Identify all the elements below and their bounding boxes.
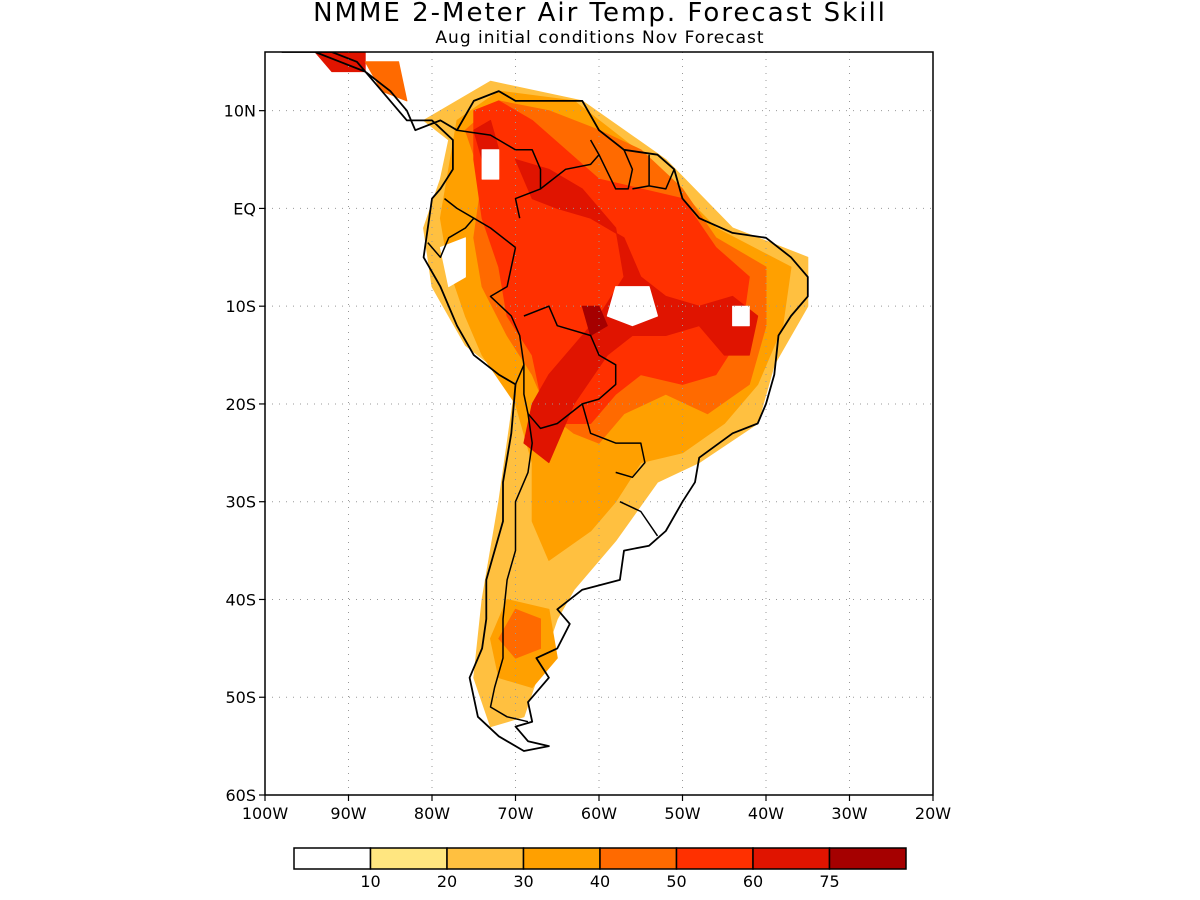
lon-tick-label: 100W — [242, 804, 289, 823]
lat-tick-label: 20S — [225, 395, 256, 414]
colorbar-label: 20 — [437, 872, 457, 891]
lon-tick-label: 90W — [330, 804, 366, 823]
lat-tick-label: 40S — [225, 590, 256, 609]
country-border — [581, 403, 646, 479]
colorbar-label: 10 — [360, 872, 380, 891]
colorbar-swatch — [522, 847, 601, 870]
colorbar-swatch — [599, 847, 678, 870]
country-border — [648, 169, 675, 190]
lat-tick-label: 10N — [224, 102, 256, 121]
lon-tick-label: 70W — [497, 804, 533, 823]
colorbar-label: 60 — [743, 872, 763, 891]
lon-tick-label: 30W — [831, 804, 867, 823]
lat-tick-label: 60S — [225, 786, 256, 805]
colorbar-swatch — [369, 847, 448, 870]
colorbar-swatch — [675, 847, 754, 870]
skill-region-level-0 — [439, 237, 466, 288]
lon-tick-label: 60W — [581, 804, 617, 823]
country-border — [540, 139, 600, 190]
country-border — [523, 305, 617, 430]
axis-ticks: 100W 90W 80W 70W 60W 50W 40W 30W 20W 10N EQ 10S 20S 3… — [224, 102, 952, 823]
colorbar-label: 40 — [590, 872, 610, 891]
colorbar-swatch — [828, 847, 907, 870]
colorbar-swatch — [293, 847, 372, 870]
skill-region-level-4 — [498, 608, 541, 659]
skill-region-level-0 — [481, 149, 500, 180]
skill-shading — [314, 52, 809, 728]
lat-tick-label: 10S — [225, 297, 256, 316]
country-border — [489, 413, 533, 723]
colorbar-label: 50 — [666, 872, 686, 891]
coastline — [281, 52, 809, 752]
country-border — [456, 129, 542, 219]
colorbar-swatch — [446, 847, 525, 870]
skill-region-level-7 — [581, 305, 608, 336]
country-border — [619, 501, 659, 537]
lat-tick-label: 30S — [225, 493, 256, 512]
colorbar-label: 75 — [819, 872, 839, 891]
lon-tick-label: 80W — [414, 804, 450, 823]
skill-region-level-0 — [606, 286, 658, 327]
map-subtitle: Aug initial conditions Nov Forecast — [435, 28, 765, 48]
coastline-and-borders — [281, 52, 809, 752]
map-title: NMME 2-Meter Air Temp. Forecast Skill — [313, 0, 887, 28]
lat-tick-label: 50S — [225, 688, 256, 707]
graticule — [265, 52, 933, 795]
colorbar-label: 30 — [513, 872, 533, 891]
country-border — [427, 217, 475, 259]
lat-tick-label: EQ — [233, 199, 256, 218]
skill-region-level-0 — [732, 305, 750, 327]
country-border — [598, 149, 634, 190]
lon-tick-label: 40W — [748, 804, 784, 823]
colorbar: 10 20 30 40 50 60 75 — [293, 847, 907, 891]
lon-tick-label: 50W — [664, 804, 700, 823]
lon-tick-label: 20W — [915, 804, 951, 823]
colorbar-swatch — [752, 847, 831, 870]
